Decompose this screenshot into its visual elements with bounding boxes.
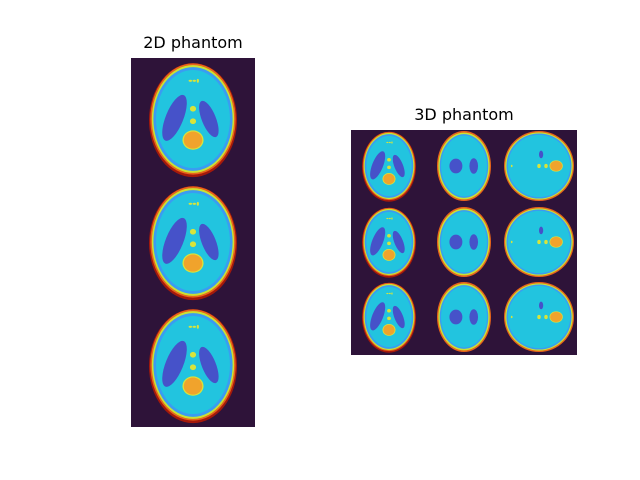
- small-feature: [192, 79, 197, 82]
- small-feature: [510, 164, 513, 168]
- small-feature: [196, 324, 199, 329]
- small-feature: [386, 217, 389, 220]
- phantom-slice-3d: [437, 282, 491, 352]
- right-ventricle: [469, 234, 479, 250]
- left-ventricle: [449, 309, 463, 325]
- left-ventricle: [449, 158, 463, 174]
- central-dot: [189, 228, 197, 235]
- small-feature: [188, 79, 193, 82]
- brain-tissue: [441, 286, 487, 348]
- small-feature: [192, 202, 197, 205]
- central-dot: [189, 364, 197, 371]
- central-dot: [387, 308, 391, 313]
- small-feature: [188, 325, 193, 328]
- small-feature: [388, 217, 391, 220]
- lesion: [183, 377, 203, 395]
- small-feature: [388, 292, 391, 295]
- lesion: [550, 160, 563, 172]
- central-dot: [387, 233, 391, 238]
- phantom-slice-3d: [362, 282, 416, 353]
- small-feature: [391, 217, 393, 220]
- small-feature: [391, 292, 393, 295]
- lesion: [383, 173, 395, 185]
- right-ventricle: [199, 346, 219, 384]
- lesion: [383, 249, 395, 261]
- phantom-slice-3d: [504, 282, 574, 352]
- lesion: [550, 236, 563, 248]
- left-ventricle: [370, 302, 386, 331]
- phantom-slice-3d: [504, 207, 574, 277]
- small-feature: [188, 202, 193, 205]
- small-feature: [192, 325, 197, 328]
- ventricle-section: [539, 226, 544, 235]
- small-feature: [386, 141, 389, 144]
- right-ventricle: [469, 158, 479, 174]
- left-ventricle: [370, 151, 386, 180]
- central-dot: [189, 118, 197, 125]
- right-ventricle: [392, 154, 405, 178]
- small-dot: [537, 163, 541, 169]
- small-dot: [537, 314, 541, 320]
- left-ventricle: [449, 234, 463, 250]
- central-dot: [387, 157, 391, 162]
- left-ventricle: [162, 340, 187, 387]
- central-dot: [387, 316, 391, 321]
- right-ventricle: [199, 100, 219, 138]
- central-dot: [387, 241, 391, 246]
- small-feature: [391, 141, 393, 144]
- lesion: [183, 254, 203, 272]
- phantom-slice-3d: [437, 131, 491, 201]
- central-dot: [189, 105, 197, 112]
- central-dot: [387, 165, 391, 170]
- right-ventricle: [392, 230, 405, 254]
- phantom-slice-3d: [362, 207, 416, 278]
- left-ventricle: [162, 217, 187, 264]
- small-feature: [510, 315, 513, 319]
- phantom-2d-image: [131, 58, 255, 427]
- ventricle-section: [539, 301, 544, 310]
- lesion: [183, 131, 203, 149]
- phantom-3d-image: [351, 130, 577, 355]
- central-dot: [189, 351, 197, 358]
- phantom-slice-2d: [149, 186, 237, 301]
- small-dot: [544, 314, 548, 320]
- phantom-slice-3d: [362, 131, 416, 202]
- phantom-slice-2d: [149, 63, 237, 178]
- left-ventricle: [370, 227, 386, 256]
- lesion: [383, 324, 395, 336]
- right-ventricle: [199, 223, 219, 261]
- brain-tissue: [441, 135, 487, 197]
- lesion: [550, 311, 563, 323]
- brain-tissue: [441, 211, 487, 273]
- right-ventricle: [469, 309, 479, 325]
- small-dot: [537, 239, 541, 245]
- ventricle-section: [539, 150, 544, 159]
- right-ventricle: [392, 305, 405, 329]
- small-dot: [544, 239, 548, 245]
- small-dot: [544, 163, 548, 169]
- small-feature: [196, 78, 199, 83]
- small-feature: [386, 292, 389, 295]
- small-feature: [510, 240, 513, 244]
- panel-title-2d: 2D phantom: [143, 33, 243, 52]
- small-feature: [196, 201, 199, 206]
- phantom-slice-3d: [437, 207, 491, 277]
- central-dot: [189, 241, 197, 248]
- phantom-slice-2d: [149, 309, 237, 424]
- small-feature: [388, 141, 391, 144]
- left-ventricle: [162, 94, 187, 141]
- phantom-slice-3d: [504, 131, 574, 201]
- panel-title-3d: 3D phantom: [414, 105, 514, 124]
